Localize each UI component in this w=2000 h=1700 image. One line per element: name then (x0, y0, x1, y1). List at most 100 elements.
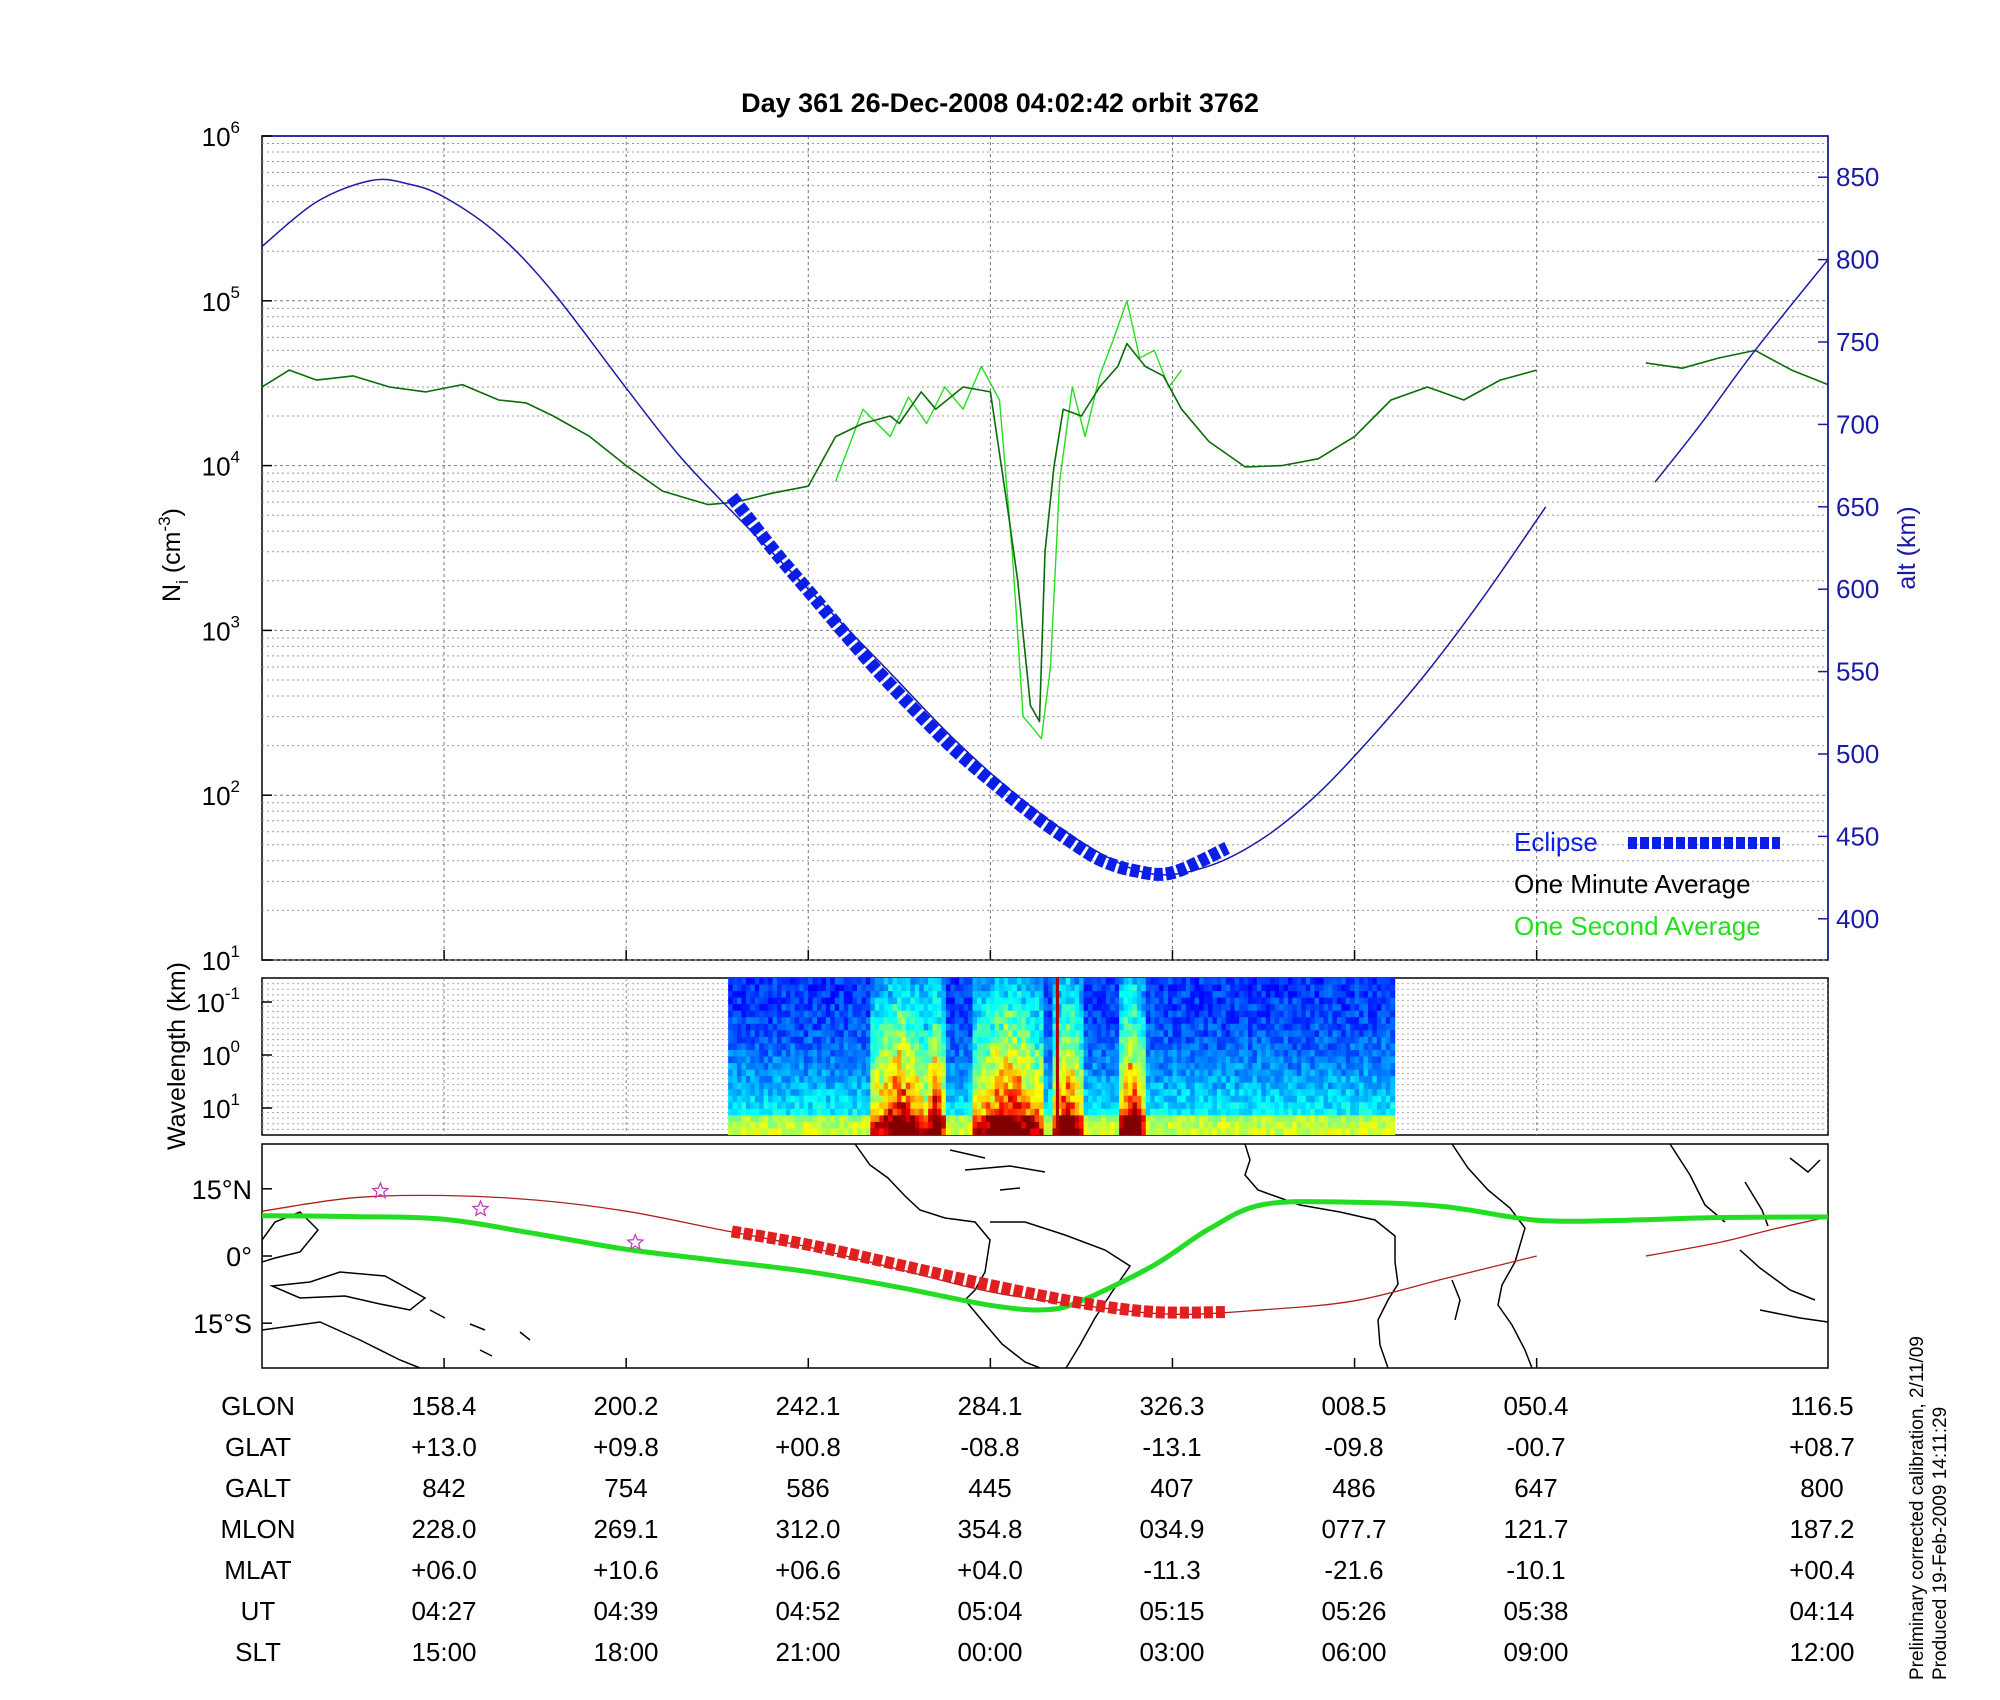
spectrogram-cell (1350, 1010, 1356, 1018)
spectrogram-cell (852, 978, 858, 986)
spectrogram-cell (1248, 1004, 1254, 1012)
spectrogram-cell (1079, 984, 1085, 992)
spectrogram-cell (1296, 1089, 1302, 1097)
spectrogram-cell (750, 1049, 756, 1058)
spectrogram-cell (1079, 1108, 1085, 1116)
spectrogram-cell (1310, 1063, 1316, 1071)
spectrogram-cell (919, 1056, 925, 1064)
spectrogram-cell (781, 1115, 787, 1123)
spectrogram-cell (923, 1017, 929, 1025)
spectrogram-cell (754, 1076, 760, 1084)
spectrogram-cell (1279, 984, 1285, 992)
spectrogram-cell (928, 1030, 934, 1038)
spectrogram-cell (1234, 1102, 1240, 1110)
spectrogram-cell (928, 984, 934, 992)
spectrogram-cell (1381, 1115, 1387, 1123)
spectrogram-cell (1088, 1056, 1094, 1064)
spectrogram-cell (910, 1010, 916, 1018)
spectrogram-cell (768, 1056, 774, 1064)
spectrogram-cell (1350, 991, 1356, 999)
spectrogram-cell (808, 1010, 814, 1018)
spectrogram-cell (879, 1063, 885, 1071)
spectrogram-cell (1061, 1089, 1067, 1097)
spectrogram-cell (1239, 1063, 1245, 1071)
spectrogram-cell (1110, 1082, 1116, 1090)
spectrogram-cell (785, 1069, 791, 1077)
spectrogram-cell (1385, 1023, 1391, 1031)
spectrogram-cell (1354, 1056, 1360, 1064)
spectrogram-cell (785, 978, 791, 986)
spectrogram-cell (745, 1128, 751, 1135)
spectrogram-cell (1079, 1049, 1085, 1058)
spectrogram-cell (817, 1128, 823, 1135)
spectrogram-cell (790, 1010, 796, 1018)
spectrogram-cell (1208, 991, 1214, 999)
spectrogram-cell (1336, 1089, 1342, 1097)
spectrogram-cell (905, 984, 911, 992)
spectrogram-cell (1105, 1089, 1111, 1097)
spectrogram-cell (1012, 1036, 1018, 1045)
spectrogram-cell (932, 1049, 938, 1058)
spectrogram-cell (892, 1043, 898, 1051)
spectrogram-cell (1119, 978, 1125, 986)
spectrogram-cell (1016, 1023, 1022, 1031)
spectrogram-cell (1376, 1049, 1382, 1058)
spectrogram-cell (968, 1063, 974, 1071)
spectrogram-cell (1239, 1069, 1245, 1077)
spectrogram-cell (990, 1010, 996, 1018)
spectrogram-cell (985, 1004, 991, 1012)
spectrogram-cell (1390, 1102, 1396, 1110)
spectrogram-cell (1310, 1082, 1316, 1090)
spectrogram-cell (754, 984, 760, 992)
spectrogram-cell (1287, 1115, 1294, 1123)
spectrogram-cell (1265, 1056, 1271, 1064)
spectrogram-cell (879, 1128, 885, 1135)
spectrogram-cell (1390, 991, 1396, 999)
spectrogram-cell (759, 1004, 765, 1012)
spectrogram-cell (1225, 1121, 1231, 1130)
spectrogram-cell (1310, 1030, 1316, 1038)
spectrogram-cell (1305, 1102, 1311, 1110)
spectrogram-cell (1061, 997, 1067, 1005)
spectrogram-cell (1194, 1076, 1200, 1084)
spectrogram-cell (994, 1017, 1000, 1025)
spectrogram-cell (1270, 1056, 1276, 1064)
spectrogram-cell (1336, 1043, 1342, 1051)
spectrogram-cell (1114, 1056, 1120, 1064)
spectrogram-cell (883, 1030, 889, 1038)
spectrogram-cell (790, 997, 796, 1005)
spectrogram-cell (910, 978, 916, 986)
spectrogram-cell (985, 1108, 991, 1116)
spectrogram-cell (1332, 1121, 1338, 1130)
spectrogram-cell (1212, 1043, 1218, 1051)
spectrogram-cell (785, 1089, 791, 1097)
spectrogram-cell (817, 1102, 823, 1110)
spectrogram-cell (1341, 1036, 1347, 1045)
spectrogram-cell (852, 1115, 858, 1123)
spectrogram-cell (905, 1030, 911, 1038)
spectrogram-cell (1305, 1069, 1311, 1077)
spectrogram-cell (781, 1082, 787, 1090)
spectrogram-cell (1336, 978, 1342, 986)
spectrogram-cell (1367, 1082, 1373, 1090)
spectrogram-cell (1065, 1043, 1071, 1051)
spectrogram-cell (741, 1095, 747, 1103)
spectrogram-cell (1203, 978, 1209, 986)
spectrogram-cell (892, 1017, 898, 1025)
spectrogram-cell (1230, 1095, 1236, 1103)
spectrogram-cell (1274, 1102, 1280, 1110)
spectrogram-cell (945, 1089, 951, 1097)
spectrogram-cell (1274, 984, 1280, 992)
spectrogram-cell (808, 1063, 814, 1071)
spectrogram-cell (1096, 1108, 1102, 1116)
spectrogram-cell (1012, 1082, 1018, 1090)
spectrogram-cell (1141, 1030, 1147, 1038)
spectrogram-cell (919, 1095, 925, 1103)
spectrogram-cell (1008, 1043, 1014, 1051)
spectrogram-cell (950, 1043, 956, 1051)
spectrogram-cell (1385, 1010, 1391, 1018)
spectrogram-cell (1168, 1089, 1174, 1097)
spectrogram-cell (888, 1082, 894, 1090)
spectrogram-cell (1128, 1004, 1134, 1012)
